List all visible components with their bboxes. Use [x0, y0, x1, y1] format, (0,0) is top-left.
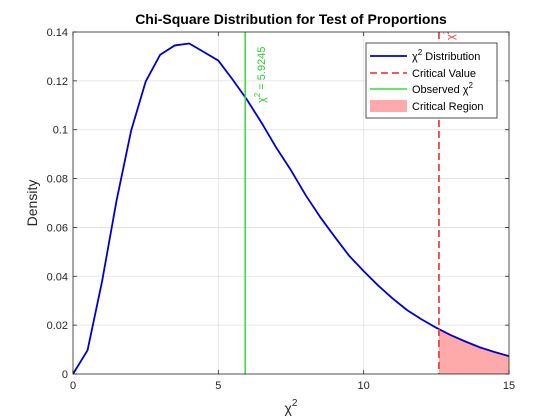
- legend-label-distribution-suffix: Distribution: [422, 51, 480, 63]
- y-tick-label: 0.06: [47, 222, 68, 234]
- legend-label-critical-region: Critical Region: [412, 101, 484, 113]
- y-tick-label: 0.02: [47, 320, 68, 332]
- legend-label-observed-base: Observed χ: [412, 84, 469, 96]
- y-tick-label: 0: [62, 369, 68, 381]
- x-tick-label: 0: [70, 380, 76, 392]
- y-tick-label: 0.12: [47, 76, 68, 88]
- plot-area-border: [72, 31, 510, 375]
- critical-region-area: [438, 329, 509, 374]
- x-axis-label-superscript: 2: [292, 398, 298, 409]
- critical-value-annotation-superscript: 2: [442, 29, 451, 34]
- x-tick-label: 10: [358, 380, 370, 392]
- legend-label-distribution: χ2 Distribution: [412, 48, 480, 63]
- critical-value-annotation: χ2 = 12.59: [442, 0, 457, 40]
- critical-value-annotation-base: χ: [445, 34, 457, 40]
- x-axis-label-base: χ: [285, 400, 293, 416]
- x-tick-label: 5: [215, 380, 221, 392]
- legend-label-distribution-superscript: 2: [418, 48, 423, 57]
- y-tick-label: 0.1: [53, 125, 68, 137]
- legend-swatch-critical-region: [370, 100, 407, 112]
- observed-value-annotation-suffix: = 5.9245: [256, 47, 268, 93]
- critical-annotation-clip: χ2 = 12.59: [442, 0, 457, 40]
- axis-ticks: 0 5 10 15 0 0.02 0.04 0.06 0.08 0.1 0.12 0.14: [47, 27, 516, 392]
- chart-title: Chi-Square Distribution for Test of Prop…: [135, 11, 447, 27]
- annotations-layer: χ2 = 5.9245χ2 = 12.59: [253, 0, 457, 103]
- legend-label-observed: Observed χ2: [412, 81, 474, 96]
- legend-label-critical-value: Critical Value: [412, 68, 476, 80]
- x-axis-label: χ2: [285, 398, 298, 416]
- legend-label-distribution-base: χ: [412, 51, 418, 63]
- x-tick-label: 15: [503, 380, 515, 392]
- chi-square-density-curve: [72, 42, 510, 375]
- legend-label-critical-value-base: Critical Value: [412, 68, 476, 80]
- y-tick-label: 0.04: [47, 271, 68, 283]
- legend-label-critical-region-base: Critical Region: [412, 101, 484, 113]
- observed-value-annotation: χ2 = 5.9245: [253, 47, 268, 103]
- observed-value-annotation-superscript: 2: [253, 92, 262, 97]
- y-tick-label: 0.08: [47, 174, 68, 186]
- y-tick-label: 0.14: [47, 27, 68, 39]
- y-axis-label: Density: [24, 180, 40, 227]
- critical-region-layer: [438, 329, 509, 374]
- legend-label-observed-superscript: 2: [469, 81, 474, 90]
- observed-value-annotation-base: χ: [256, 97, 268, 103]
